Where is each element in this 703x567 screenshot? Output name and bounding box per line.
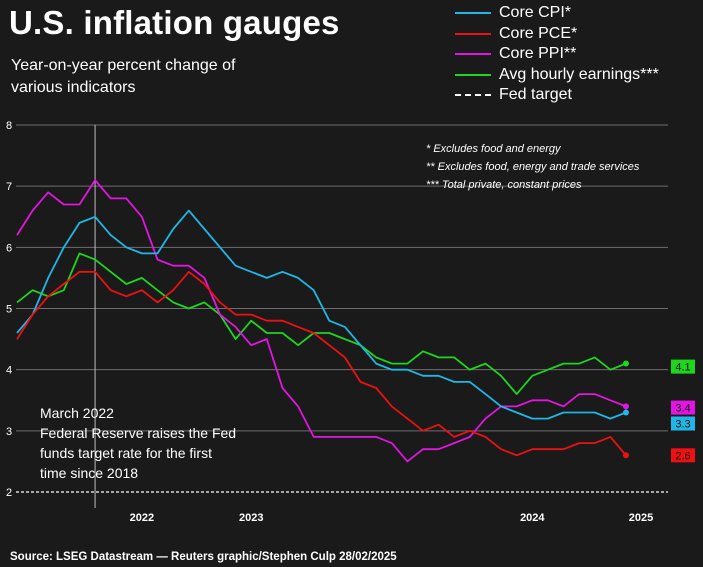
series-end-point-core-cpi: [623, 409, 629, 416]
end-labels: 4.1 3.4 3.3 2.6: [671, 359, 695, 463]
y-tick-label: 3: [6, 426, 12, 438]
y-tick-label: 8: [6, 120, 12, 132]
legend-swatch-fed-target: [455, 94, 491, 97]
legend-swatch-core-cpi: [455, 12, 491, 15]
end-label-core-cpi: 3.3: [675, 418, 690, 430]
legend-swatch-core-ppi: [455, 53, 491, 56]
series-end-point-core-ppi: [623, 403, 629, 410]
legend-item-core-pce: Core PCE*: [455, 24, 659, 45]
y-tick-label: 2: [6, 487, 12, 499]
y-tick-label: 6: [6, 242, 12, 254]
annotation-heading: March 2022: [40, 405, 114, 421]
y-tick-label: 7: [6, 181, 12, 193]
legend-label: Core CPI*: [499, 4, 572, 22]
series-line-core-cpi: [16, 209, 627, 420]
legend: Core CPI* Core PCE* Core PPI** Avg hourl…: [455, 3, 659, 106]
legend-item-fed-target: Fed target: [455, 85, 659, 106]
gridlines: [16, 124, 668, 508]
end-label-box-core-ppi: [671, 400, 695, 415]
y-tick-labels: 2 3 4 5 6 7 8: [6, 120, 12, 499]
footnotes: * Excludes food and energy ** Excludes f…: [426, 140, 639, 194]
x-tick-label: 2023: [239, 512, 263, 524]
legend-item-avg-hourly-earnings: Avg hourly earnings***: [455, 65, 659, 86]
legend-swatch-core-pce: [455, 32, 491, 35]
source-credit: Source: LSEG Datastream — Reuters graphi…: [10, 551, 397, 563]
series-end-point-avg-hourly-earnings: [623, 360, 629, 367]
legend-item-core-ppi: Core PPI**: [455, 44, 659, 65]
series-line-avg-hourly-earnings: [16, 252, 627, 396]
footnote: *** Total private, constant prices: [426, 179, 582, 191]
legend-label: Core PCE*: [499, 24, 578, 42]
x-tick-label: 2024: [520, 512, 545, 524]
footnote: * Excludes food and energy: [426, 143, 561, 155]
legend-item-core-cpi: Core CPI*: [455, 3, 659, 24]
annotation-body: Federal Reserve raises the Fed funds tar…: [40, 425, 237, 481]
series-line-core-pce: [16, 270, 627, 457]
end-label-core-pce: 2.6: [675, 450, 690, 462]
end-label-avg-hourly-earnings: 4.1: [675, 362, 690, 374]
series-end-point-core-pce: [623, 452, 629, 459]
x-tick-label: 2022: [130, 512, 154, 524]
y-tick-label: 4: [6, 365, 12, 377]
end-label-box-core-pce: [671, 448, 695, 463]
y-tick-label: 5: [6, 304, 12, 316]
end-label-box-avg-hourly-earnings: [671, 359, 695, 374]
legend-label: Core PPI**: [499, 45, 577, 63]
x-tick-labels: 2022 2023 2024 2025: [130, 512, 654, 524]
x-tick-label: 2025: [629, 512, 653, 524]
series-line-core-ppi: [16, 179, 627, 463]
legend-swatch-avg-hourly-earnings: [455, 73, 491, 76]
chart-subtitle: Year-on-year percent change of various i…: [11, 57, 236, 96]
legend-label: Avg hourly earnings***: [499, 65, 659, 83]
end-label-box-core-cpi: [671, 416, 695, 431]
legend-label: Fed target: [499, 86, 572, 104]
series-lines: [16, 179, 629, 463]
footnote: ** Excludes food, energy and trade servi…: [426, 161, 640, 173]
fed-hike-annotation: March 2022 Federal Reserve raises the Fe…: [40, 403, 240, 483]
end-label-core-ppi: 3.4: [675, 403, 690, 415]
chart-title: U.S. inflation gauges: [9, 4, 340, 41]
